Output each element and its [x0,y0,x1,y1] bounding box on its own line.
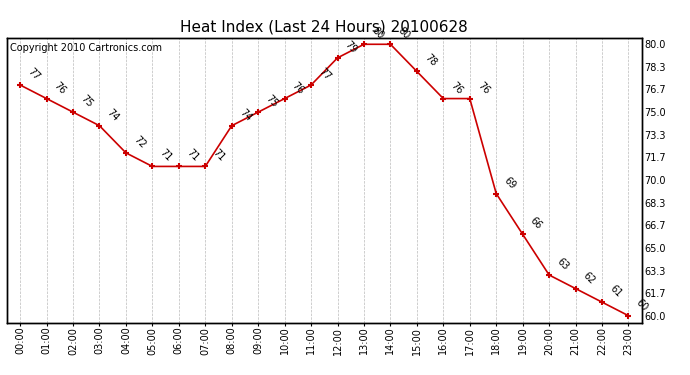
Text: 76: 76 [449,80,464,96]
Text: 62: 62 [581,270,597,286]
Text: 74: 74 [237,107,253,123]
Text: 71: 71 [184,148,200,164]
Text: 77: 77 [26,66,41,82]
Text: 74: 74 [105,107,121,123]
Text: 77: 77 [317,66,333,82]
Title: Heat Index (Last 24 Hours) 20100628: Heat Index (Last 24 Hours) 20100628 [180,20,469,35]
Text: 60: 60 [634,297,650,313]
Text: 69: 69 [502,175,518,191]
Text: 71: 71 [211,148,226,164]
Text: 71: 71 [158,148,174,164]
Text: 75: 75 [264,93,279,110]
Text: 76: 76 [52,80,68,96]
Text: 78: 78 [422,53,438,69]
Text: 80: 80 [396,26,412,42]
Text: 63: 63 [555,256,571,272]
Text: 79: 79 [343,39,359,55]
Text: Copyright 2010 Cartronics.com: Copyright 2010 Cartronics.com [10,43,162,53]
Text: 76: 76 [290,80,306,96]
Text: 61: 61 [608,284,623,299]
Text: 66: 66 [529,216,544,231]
Text: 75: 75 [79,93,95,110]
Text: 76: 76 [475,80,491,96]
Text: 80: 80 [370,26,385,42]
Text: 72: 72 [132,134,148,150]
